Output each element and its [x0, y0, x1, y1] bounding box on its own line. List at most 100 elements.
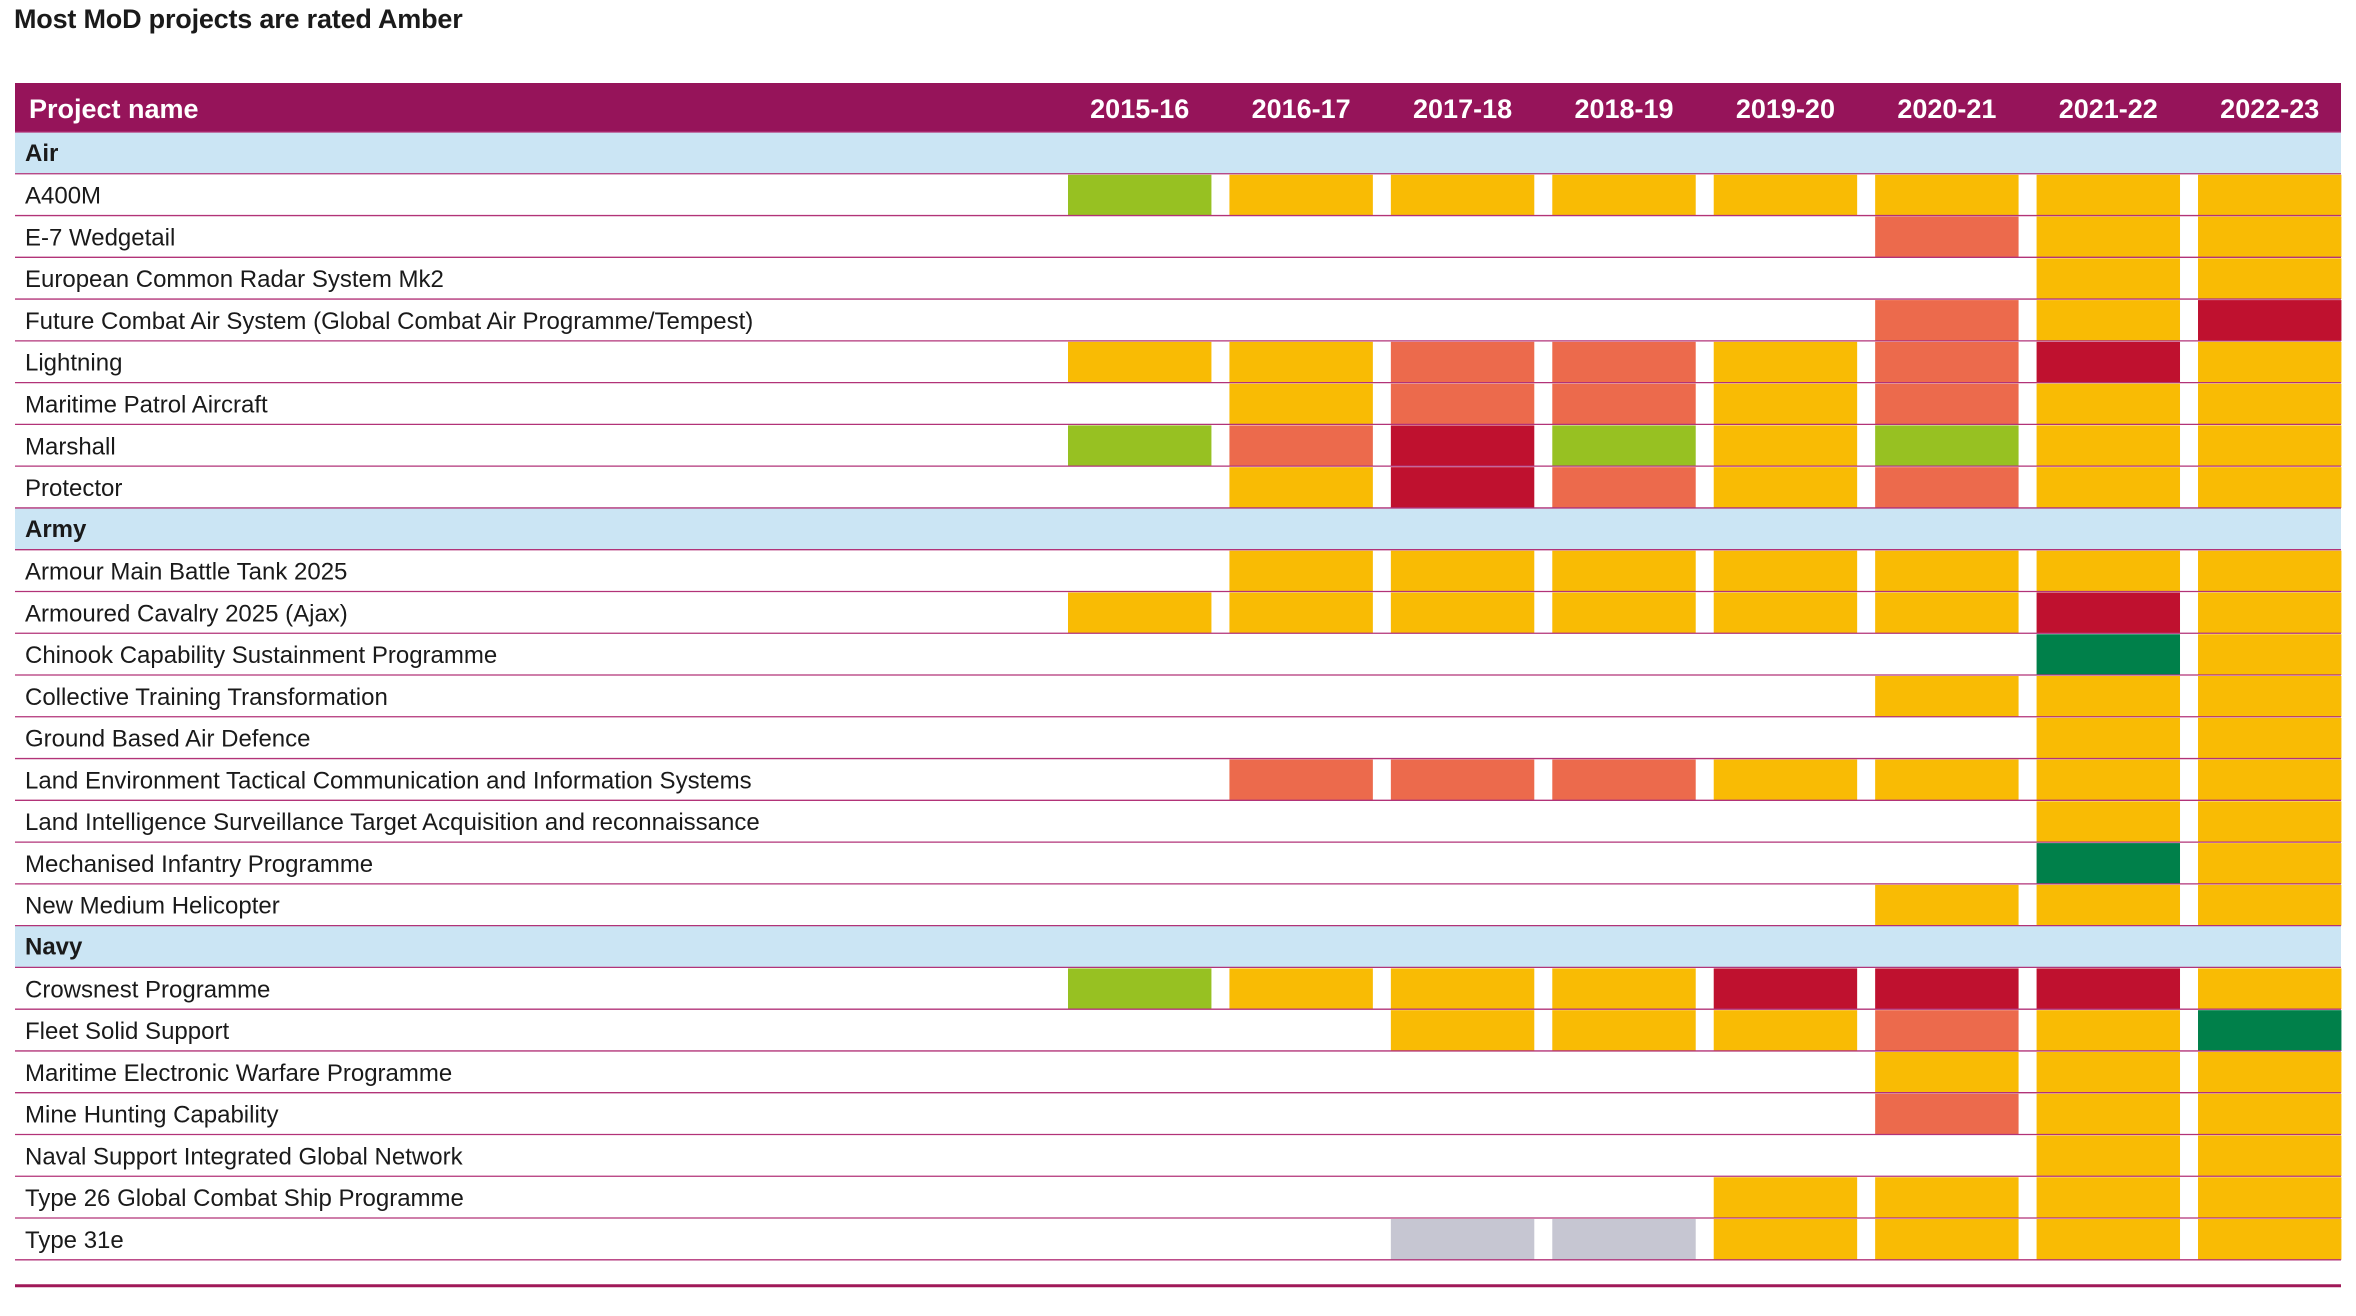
rating-cell-not-rated [1390, 1219, 1535, 1260]
group-label: Navy [25, 934, 83, 961]
rating-cell-amber [2198, 1051, 2342, 1093]
header-year-2017-18: 2017-18 [1413, 94, 1512, 124]
rating-cell-amber [1875, 174, 2019, 216]
rating-cell-amber [1229, 383, 1373, 425]
rating-cell-amber [1713, 1219, 1858, 1260]
rating-cell-amber [2036, 216, 2181, 258]
rating-cell-amber [2036, 1177, 2181, 1219]
rating-cell-amber-red [1875, 1010, 2019, 1051]
project-name: Maritime Electronic Warfare Programme [25, 1060, 452, 1087]
rating-cell-amber [1875, 550, 2019, 592]
rating-cell-amber-red [1875, 341, 2019, 383]
header-bar [15, 83, 2341, 132]
rating-cell-amber-red [1552, 341, 1696, 383]
rating-cell-amber-red [1552, 759, 1696, 801]
rating-cell-amber [2198, 676, 2342, 717]
rating-cell-amber [1713, 592, 1858, 634]
rating-cell-amber [1875, 676, 2019, 717]
rating-cell-not-rated [1552, 1219, 1696, 1260]
project-name: Crowsnest Programme [25, 976, 270, 1003]
project-name: Mechanised Infantry Programme [25, 851, 373, 878]
rating-cell-amber-red [1552, 467, 1696, 508]
project-name: Land Environment Tactical Communication … [25, 767, 752, 794]
rating-cell-amber-red [1552, 383, 1696, 425]
rating-cell-amber [1390, 174, 1535, 216]
project-name: European Common Radar System Mk2 [25, 266, 444, 293]
rating-cell-amber [2036, 1093, 2181, 1135]
rating-cell-amber [1713, 1177, 1858, 1219]
rating-cell-amber-red [1390, 341, 1535, 383]
header-year-2015-16: 2015-16 [1090, 94, 1189, 124]
rating-cell-amber-red [1229, 759, 1373, 801]
rating-cell-amber [2036, 1010, 2181, 1051]
rating-cell-amber [1229, 174, 1373, 216]
rating-cell-amber-green [1552, 425, 1696, 467]
rating-cell-amber [2198, 1219, 2342, 1260]
rating-cell-red [2036, 968, 2181, 1010]
project-name: Type 26 Global Combat Ship Programme [25, 1185, 464, 1212]
rating-cell-amber [2198, 425, 2342, 467]
project-name: New Medium Helicopter [25, 893, 280, 920]
rating-cell-amber [2198, 258, 2342, 300]
project-name: Collective Training Transformation [25, 684, 388, 711]
rating-cell-red [1390, 425, 1535, 467]
rating-cell-amber [2198, 174, 2342, 216]
rating-cell-amber [2198, 1177, 2342, 1219]
rating-cell-amber [1552, 174, 1696, 216]
project-name: E-7 Wedgetail [25, 224, 175, 251]
rating-cell-amber [2036, 383, 2181, 425]
project-name: Protector [25, 475, 122, 502]
rating-cell-amber [2198, 884, 2342, 926]
rating-cell-amber-red [1875, 1093, 2019, 1135]
rating-cell-red [2036, 341, 2181, 383]
rating-cell-amber [2036, 174, 2181, 216]
rating-cell-amber [2036, 1135, 2181, 1177]
rating-cell-amber [1713, 759, 1858, 801]
rating-cell-amber [2198, 341, 2342, 383]
rating-cell-amber [2198, 759, 2342, 801]
rating-cell-amber-red [1875, 216, 2019, 258]
rating-cell-amber [2036, 300, 2181, 341]
rating-cell-amber [2198, 216, 2342, 258]
project-name: Lightning [25, 350, 122, 377]
rating-cell-amber [2036, 717, 2181, 759]
project-name: Maritime Patrol Aircraft [25, 392, 268, 419]
project-name: Ground Based Air Defence [25, 726, 311, 753]
rating-cell-amber [2036, 467, 2181, 508]
rating-cell-amber [2036, 801, 2181, 843]
rating-cell-red [1875, 968, 2019, 1010]
rating-cell-amber [1390, 968, 1535, 1010]
rating-cell-amber [1875, 1219, 2019, 1260]
rating-cell-amber [1713, 1010, 1858, 1051]
rating-cell-amber [1229, 467, 1373, 508]
group-row-navy [15, 925, 2341, 968]
rating-cell-amber [1390, 550, 1535, 592]
chart-title: Most MoD projects are rated Amber [14, 4, 463, 34]
project-name: Marshall [25, 433, 116, 460]
rating-cell-amber [1713, 341, 1858, 383]
rating-cell-amber [2036, 884, 2181, 926]
group-label: Army [25, 516, 87, 543]
rating-cell-amber [2198, 717, 2342, 759]
rating-cell-amber [1875, 884, 2019, 926]
project-name: Future Combat Air System (Global Combat … [25, 308, 753, 335]
rating-cell-amber [2036, 550, 2181, 592]
rating-cell-amber [2198, 550, 2342, 592]
rating-cell-amber [1552, 550, 1696, 592]
header-project-name: Project name [29, 94, 199, 124]
rating-cell-amber [2036, 1219, 2181, 1260]
rating-cell-amber [2198, 383, 2342, 425]
rating-cell-amber [2036, 759, 2181, 801]
rating-cell-green [2198, 1010, 2342, 1051]
group-row-army [15, 507, 2341, 550]
rating-cell-amber [1229, 550, 1373, 592]
rating-cell-green [2036, 634, 2181, 676]
project-name: A400M [25, 183, 101, 210]
rating-cell-amber [2036, 258, 2181, 300]
rating-cell-amber [1875, 759, 2019, 801]
rating-cell-amber [1552, 592, 1696, 634]
rating-cell-amber [1875, 1051, 2019, 1093]
rating-cell-red [1713, 968, 1858, 1010]
rating-cell-amber [1552, 968, 1696, 1010]
